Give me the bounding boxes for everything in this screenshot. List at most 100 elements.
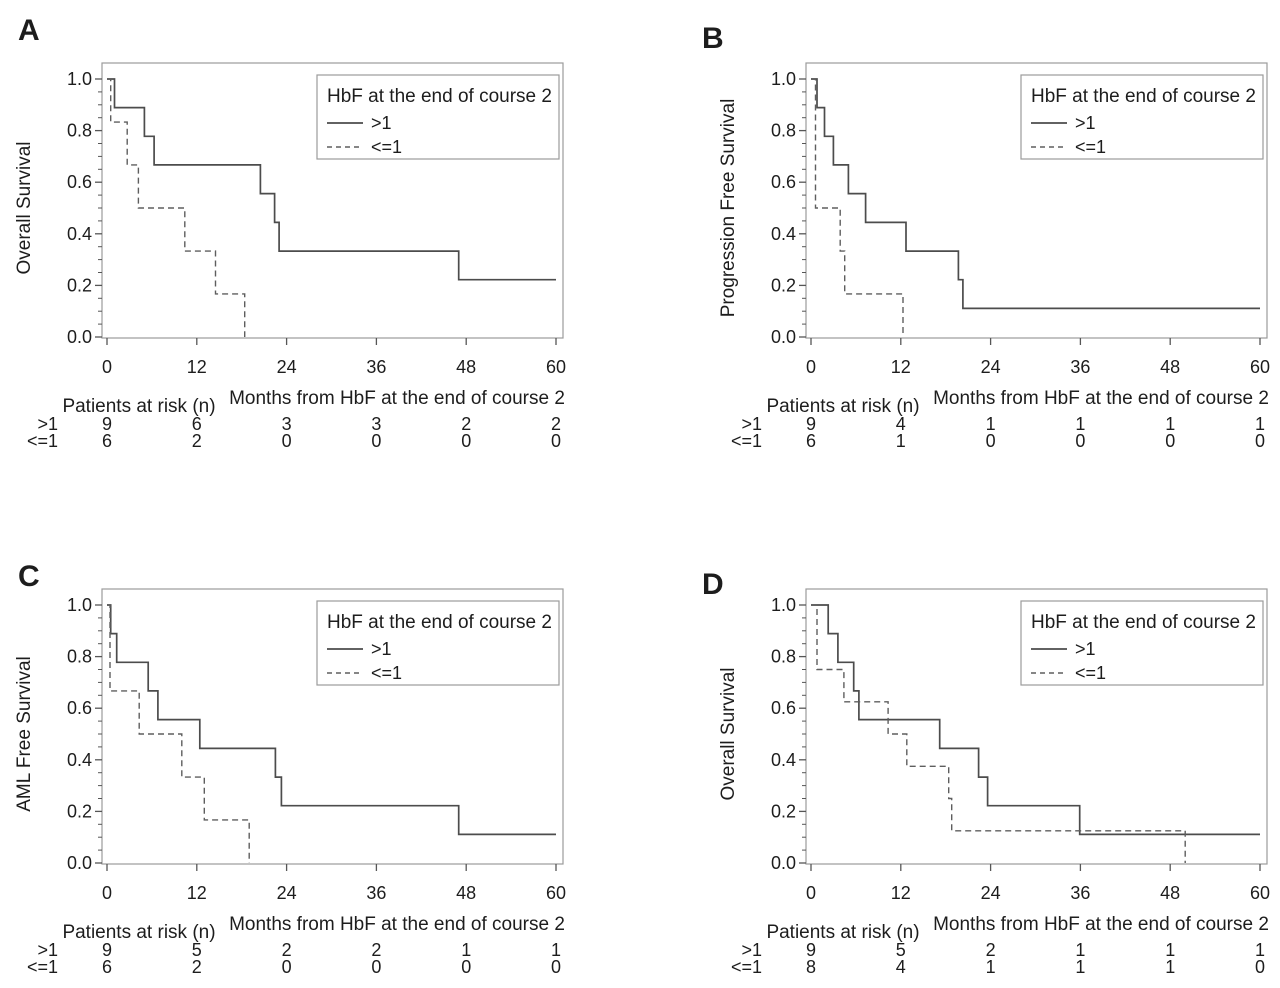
risk-row-label: <=1 — [27, 957, 58, 977]
x-tick-label: 0 — [806, 883, 816, 903]
x-axis-title: Months from HbF at the end of course 2 — [229, 388, 565, 409]
x-tick-label: 36 — [366, 357, 386, 377]
panel-a: A 0.0 0.2 0.4 0.6 0.8 1.0 0 12 24 36 48 60 Overall Su… — [0, 0, 640, 494]
x-tick-label: 12 — [891, 883, 911, 903]
legend-entry-label: >1 — [371, 113, 392, 133]
y-tick-label: 0.6 — [771, 172, 796, 192]
y-axis-label: AML Free Survival — [14, 656, 35, 812]
x-tick-label: 60 — [546, 883, 566, 903]
y-tick-label: 0.6 — [67, 172, 92, 192]
risk-count: 4 — [896, 414, 906, 434]
y-tick-label: 0.2 — [67, 801, 92, 821]
risk-count: 1 — [1165, 957, 1175, 977]
risk-count: 5 — [192, 940, 202, 960]
legend-entry-label: <=1 — [371, 137, 402, 157]
risk-count: 6 — [102, 431, 112, 451]
x-tick-label: 12 — [187, 883, 207, 903]
legend-title: HbF at the end of course 2 — [1031, 86, 1256, 107]
km-curve-gt1 — [107, 604, 556, 836]
risk-count: 3 — [282, 414, 292, 434]
y-tick-label: 1.0 — [771, 595, 796, 615]
risk-count: 5 — [896, 940, 906, 960]
x-tick-label: 60 — [1250, 883, 1270, 903]
risk-count: 8 — [806, 957, 816, 977]
risk-count: 1 — [986, 414, 996, 434]
x-tick-label: 48 — [1160, 357, 1180, 377]
x-tick-label: 12 — [187, 357, 207, 377]
risk-count: 1 — [461, 940, 471, 960]
risk-count: 2 — [461, 414, 471, 434]
risk-table-title: Patients at risk (n) — [766, 396, 919, 417]
km-curve-gt1 — [107, 78, 556, 281]
risk-row-label: <=1 — [731, 431, 762, 451]
legend-box — [1020, 74, 1264, 160]
plot-border — [805, 62, 1268, 339]
x-tick-label: 0 — [102, 883, 112, 903]
risk-count: 1 — [1165, 414, 1175, 434]
risk-count: 0 — [986, 431, 996, 451]
x-tick-label: 12 — [891, 357, 911, 377]
x-tick-label: 24 — [277, 883, 297, 903]
y-tick-label: 0.0 — [67, 327, 92, 347]
x-tick-label: 48 — [456, 883, 476, 903]
risk-count: 1 — [1075, 957, 1085, 977]
x-axis-title: Months from HbF at the end of course 2 — [933, 914, 1269, 935]
x-tick-label: 60 — [546, 357, 566, 377]
risk-count: 6 — [192, 414, 202, 434]
x-tick-label: 24 — [981, 357, 1001, 377]
panel-letter: A — [18, 14, 40, 47]
legend-title: HbF at the end of course 2 — [327, 86, 552, 107]
plot-border — [805, 588, 1268, 865]
legend-box — [316, 600, 560, 686]
y-tick-label: 0.2 — [771, 801, 796, 821]
legend-entry-label: >1 — [1075, 639, 1096, 659]
risk-count: 0 — [371, 431, 381, 451]
risk-count: 2 — [282, 940, 292, 960]
risk-count: 0 — [282, 431, 292, 451]
risk-count: 1 — [1165, 940, 1175, 960]
x-tick-label: 36 — [1070, 883, 1090, 903]
risk-count: 1 — [551, 940, 561, 960]
risk-row-label: >1 — [741, 940, 762, 960]
km-plot-b: B0.00.20.40.60.81.00 12 24 36 48 60Progressio… — [702, 22, 1270, 451]
risk-count: 2 — [192, 957, 202, 977]
risk-row-label: >1 — [37, 940, 58, 960]
risk-count: 0 — [1165, 431, 1175, 451]
plot-border — [101, 62, 564, 339]
risk-count: 1 — [986, 957, 996, 977]
risk-count: 6 — [102, 957, 112, 977]
risk-count: 1 — [1255, 414, 1265, 434]
x-tick-label: 48 — [1160, 883, 1180, 903]
y-tick-label: 0.4 — [771, 750, 796, 770]
y-tick-label: 0.8 — [771, 121, 796, 141]
risk-count: 0 — [1255, 431, 1265, 451]
risk-count: 9 — [102, 414, 112, 434]
y-tick-label: 0.4 — [771, 224, 796, 244]
panel-b: B 0.0 0.2 0.4 0.6 0.8 1.0 0 12 24 36 48 60 Progressio… — [640, 0, 1280, 494]
x-tick-label: 0 — [102, 357, 112, 377]
y-tick-label: 1.0 — [67, 69, 92, 89]
risk-count: 9 — [806, 414, 816, 434]
risk-row-label: >1 — [37, 414, 58, 434]
risk-count: 0 — [551, 431, 561, 451]
risk-count: 1 — [1075, 414, 1085, 434]
legend-box — [1020, 600, 1264, 686]
km-curve-gt1 — [811, 604, 1260, 836]
y-tick-label: 0.4 — [67, 750, 92, 770]
risk-count: 0 — [371, 957, 381, 977]
x-tick-label: 24 — [277, 357, 297, 377]
y-tick-label: 1.0 — [771, 69, 796, 89]
y-axis-label: Progression Free Survival — [718, 99, 739, 318]
y-tick-label: 0.4 — [67, 224, 92, 244]
risk-table-title: Patients at risk (n) — [766, 922, 919, 943]
legend-entry-label: >1 — [371, 639, 392, 659]
risk-row-label: <=1 — [731, 957, 762, 977]
legend-title: HbF at the end of course 2 — [1031, 612, 1256, 633]
y-tick-label: 0.8 — [67, 121, 92, 141]
y-tick-label: 0.6 — [771, 698, 796, 718]
x-tick-label: 0 — [806, 357, 816, 377]
legend-entry-label: <=1 — [1075, 663, 1106, 683]
